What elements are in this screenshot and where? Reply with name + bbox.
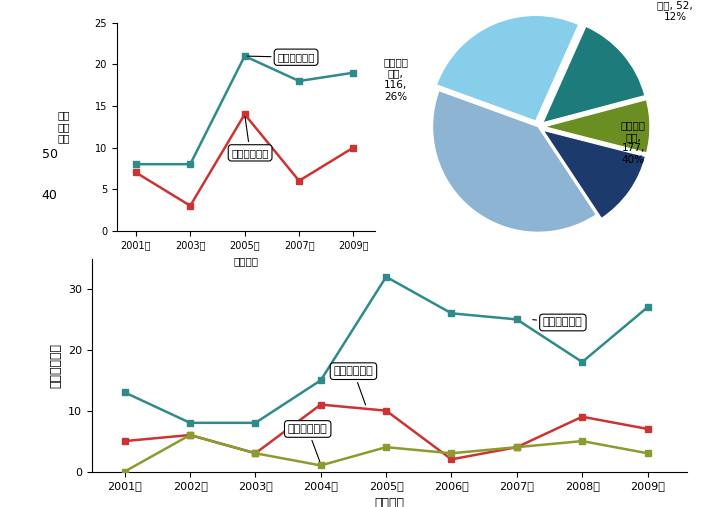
Text: 일본공개
특허, 52,
12%: 일본공개 특허, 52, 12% <box>657 0 693 22</box>
X-axis label: 출원년도: 출원년도 <box>234 256 258 266</box>
Text: 미국등록특허: 미국등록특허 <box>232 117 269 158</box>
Wedge shape <box>437 16 578 121</box>
X-axis label: 출원년도: 출원년도 <box>375 497 404 507</box>
Wedge shape <box>433 91 596 232</box>
Text: 미국공개
특허,
116,
26%: 미국공개 특허, 116, 26% <box>383 57 409 102</box>
Text: 미국공개특허: 미국공개특허 <box>247 52 315 62</box>
Text: 일본공개특허: 일본공개특허 <box>333 366 373 405</box>
Y-axis label: 특허
출원
건수: 특허 출원 건수 <box>58 110 70 143</box>
Text: 유럽공개특허: 유럽공개특허 <box>288 424 328 461</box>
Text: 40: 40 <box>42 189 57 202</box>
Wedge shape <box>544 100 650 153</box>
Text: 한국공개
특허,
177,
40%: 한국공개 특허, 177, 40% <box>620 120 646 165</box>
Wedge shape <box>543 26 645 123</box>
Wedge shape <box>543 130 646 219</box>
Text: 50: 50 <box>42 148 57 161</box>
Text: 한국공개특허: 한국공개특허 <box>532 317 583 328</box>
Y-axis label: 특허출원건수: 특허출원건수 <box>50 343 62 387</box>
